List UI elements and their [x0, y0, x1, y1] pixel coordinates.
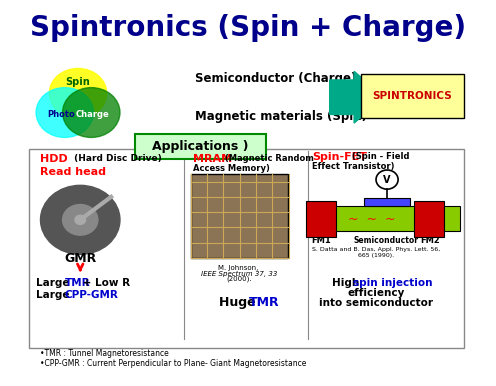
Text: efficiency: efficiency	[347, 288, 405, 298]
Text: •CPP-GMR : Current Perpendicular to Plane- Giant Magnetoresistance: •CPP-GMR : Current Perpendicular to Plan…	[41, 359, 307, 368]
FancyBboxPatch shape	[361, 74, 464, 118]
Text: ~  ~  ~: ~ ~ ~	[348, 213, 395, 225]
Bar	[306, 201, 336, 237]
Text: Magnetic materials (Spin): Magnetic materials (Spin)	[195, 110, 367, 123]
Text: M. Johnson,: M. Johnson,	[218, 265, 260, 271]
Text: (2000).: (2000).	[226, 276, 252, 283]
Circle shape	[41, 185, 120, 254]
Circle shape	[36, 88, 93, 137]
Text: Effect Transistor): Effect Transistor)	[312, 162, 394, 171]
Text: S. Datta and B. Das, Appl. Phys. Lett. 56,: S. Datta and B. Das, Appl. Phys. Lett. 5…	[312, 247, 440, 252]
Text: Charge: Charge	[76, 110, 110, 119]
Circle shape	[376, 170, 398, 189]
Text: Photo: Photo	[48, 110, 75, 119]
Text: High: High	[332, 278, 363, 288]
FancyBboxPatch shape	[29, 149, 464, 348]
Bar	[190, 174, 288, 258]
Text: Semiconductor: Semiconductor	[353, 236, 418, 245]
Text: (Magnetic Random: (Magnetic Random	[222, 154, 313, 163]
Bar	[364, 198, 410, 207]
Text: (Hard Disc Drive): (Hard Disc Drive)	[71, 154, 162, 163]
Text: SPINTRONICS: SPINTRONICS	[372, 91, 452, 102]
Text: HDD: HDD	[41, 154, 68, 164]
Text: Applications ): Applications )	[152, 140, 248, 153]
Circle shape	[62, 205, 98, 235]
FancyBboxPatch shape	[330, 71, 384, 123]
Text: 665 (1990).: 665 (1990).	[358, 253, 394, 258]
Text: MRAM: MRAM	[193, 154, 232, 164]
Text: Huge: Huge	[219, 296, 260, 309]
Text: FM1: FM1	[311, 236, 331, 245]
Text: •TMR : Tunnel Magnetoresistance: •TMR : Tunnel Magnetoresistance	[41, 349, 169, 359]
Circle shape	[75, 215, 85, 224]
Circle shape	[62, 88, 120, 137]
Text: IEEE Spectrum 37, 33: IEEE Spectrum 37, 33	[201, 271, 277, 276]
Text: GMR: GMR	[64, 252, 96, 265]
Text: FM2: FM2	[420, 236, 440, 245]
Text: V: V	[383, 174, 391, 185]
Text: spin injection: spin injection	[353, 278, 432, 288]
Text: Large: Large	[36, 278, 73, 288]
Bar	[312, 207, 460, 231]
Text: TMR: TMR	[249, 296, 280, 309]
Text: + Low R: + Low R	[79, 278, 130, 288]
Text: Spin-FET: Spin-FET	[312, 152, 367, 162]
Text: into semiconductor: into semiconductor	[319, 298, 433, 308]
Text: Spintronics (Spin + Charge): Spintronics (Spin + Charge)	[30, 14, 466, 42]
Bar	[414, 201, 443, 237]
Text: TMR: TMR	[65, 278, 90, 288]
Text: Access Memory): Access Memory)	[193, 164, 270, 173]
Circle shape	[49, 68, 107, 118]
Text: Large: Large	[36, 290, 73, 300]
FancyBboxPatch shape	[135, 134, 266, 159]
Text: Spin: Spin	[65, 77, 90, 87]
Text: Semiconductor (Charge): Semiconductor (Charge)	[195, 71, 357, 85]
Text: CPP-GMR: CPP-GMR	[65, 290, 119, 300]
Text: (Spin - Field: (Spin - Field	[349, 152, 409, 161]
Text: Read head: Read head	[41, 167, 107, 177]
